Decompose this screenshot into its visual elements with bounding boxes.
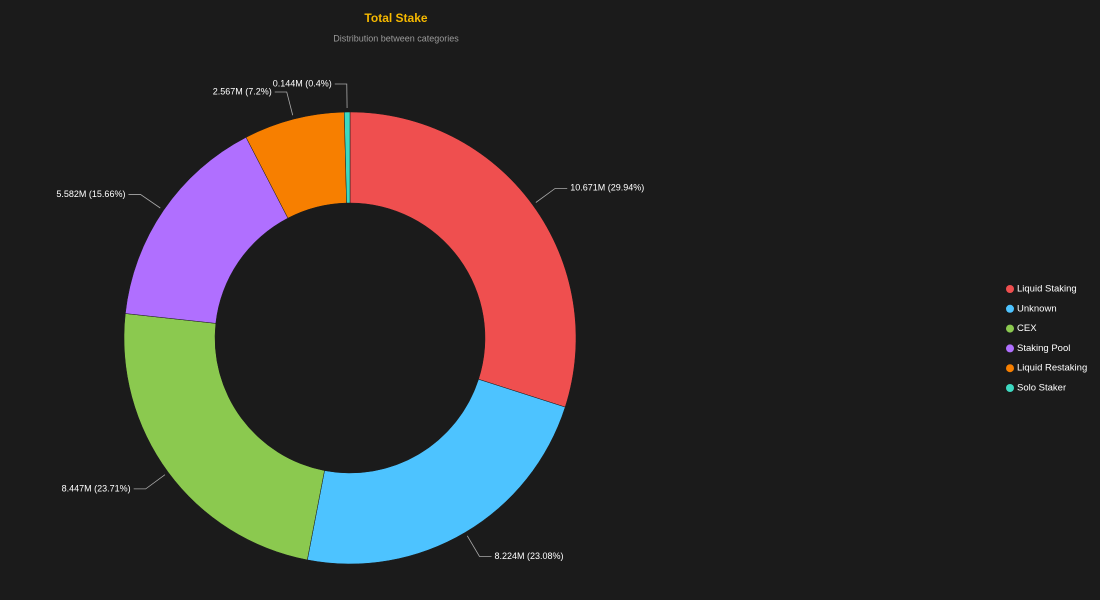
legend-marker — [1006, 344, 1014, 353]
chart-title: Total Stake — [364, 11, 427, 25]
legend-label: Staking Pool — [1017, 343, 1070, 354]
legend-label: Solo Staker — [1017, 383, 1066, 394]
leader-line — [466, 535, 492, 557]
data-label: 8.447M (23.71%) — [62, 483, 131, 493]
leader-line — [133, 474, 166, 490]
chart-subtitle: Distribution between categories — [333, 33, 459, 43]
slice — [307, 378, 566, 565]
legend-label: Liquid Staking — [1017, 284, 1077, 295]
legend-marker — [1006, 304, 1014, 313]
leader-line — [334, 83, 348, 109]
legend-marker — [1006, 384, 1014, 392]
data-label: 5.582M (15.66%) — [56, 189, 125, 199]
legend-label: CEX — [1017, 323, 1037, 334]
slice — [344, 111, 351, 204]
data-label: 2.567M (7.2%) — [213, 86, 272, 96]
leader-line — [535, 187, 568, 203]
leader-line — [274, 91, 294, 116]
legend-label: Liquid Restaking — [1017, 363, 1087, 374]
leader-line — [128, 194, 161, 209]
legend-label: Unknown — [1017, 303, 1057, 314]
legend-marker — [1006, 364, 1014, 373]
data-label: 8.224M (23.08%) — [495, 551, 564, 561]
legend-marker — [1006, 324, 1014, 333]
data-label: 10.671M (29.94%) — [570, 183, 644, 193]
legend-marker — [1006, 285, 1014, 293]
slice — [123, 313, 325, 561]
slice — [349, 111, 577, 408]
data-label: 0.144M (0.4%) — [273, 78, 332, 88]
